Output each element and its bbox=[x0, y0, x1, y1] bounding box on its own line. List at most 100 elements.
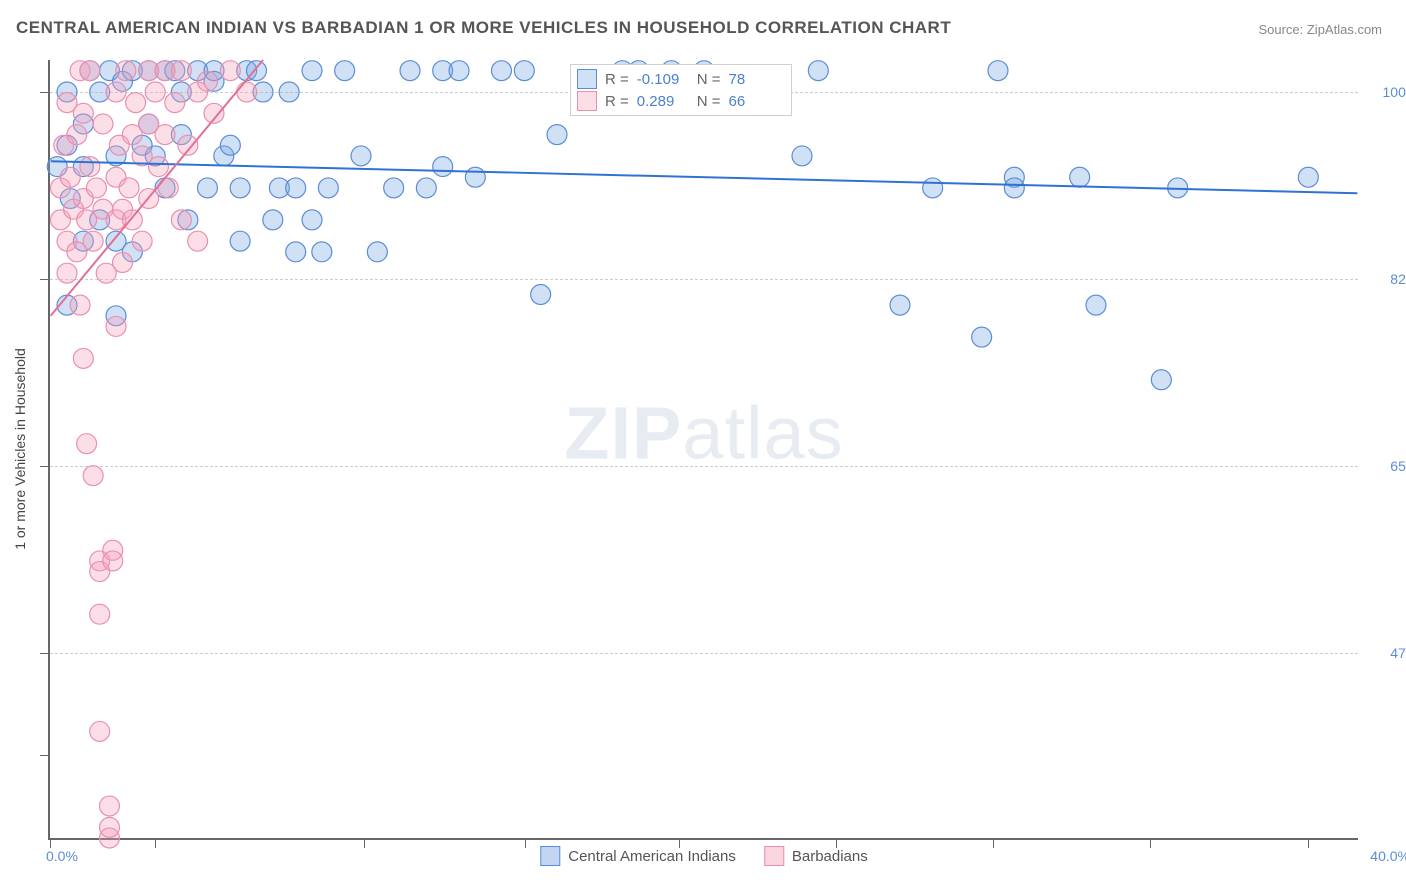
data-point-pink bbox=[116, 61, 136, 81]
data-point-pink bbox=[171, 61, 191, 81]
data-point-pink bbox=[83, 466, 103, 486]
data-point-blue bbox=[286, 178, 306, 198]
data-point-blue bbox=[449, 61, 469, 81]
stats-n-value: 66 bbox=[729, 93, 781, 110]
data-point-blue bbox=[263, 210, 283, 230]
x-tick-mark bbox=[836, 838, 837, 848]
stats-n-label: N = bbox=[697, 93, 721, 110]
stats-row-blue: R =-0.109N =78 bbox=[577, 69, 781, 89]
data-point-blue bbox=[384, 178, 404, 198]
data-point-blue bbox=[220, 135, 240, 155]
y-tick-mark bbox=[40, 466, 50, 467]
scatter-svg bbox=[50, 60, 1358, 838]
y-tick-mark bbox=[40, 755, 50, 756]
data-point-pink bbox=[155, 125, 175, 145]
data-point-pink bbox=[60, 167, 80, 187]
stats-swatch-pink bbox=[577, 91, 597, 111]
stats-n-label: N = bbox=[697, 71, 721, 88]
data-point-blue bbox=[465, 167, 485, 187]
data-point-pink bbox=[70, 295, 90, 315]
data-point-blue bbox=[792, 146, 812, 166]
data-point-pink bbox=[165, 93, 185, 113]
y-axis-title: 1 or more Vehicles in Household bbox=[12, 348, 28, 550]
legend-swatch bbox=[540, 846, 560, 866]
data-point-pink bbox=[158, 178, 178, 198]
data-point-pink bbox=[93, 114, 113, 134]
stats-r-label: R = bbox=[605, 93, 629, 110]
data-point-pink bbox=[77, 434, 97, 454]
data-point-pink bbox=[73, 348, 93, 368]
x-tick-mark bbox=[525, 838, 526, 848]
data-point-pink bbox=[100, 817, 120, 837]
stats-row-pink: R = 0.289 N = 66 bbox=[577, 91, 781, 111]
stats-r-value: 0.289 bbox=[637, 93, 689, 110]
legend: Central American Indians Barbadians bbox=[540, 846, 867, 866]
legend-item: Central American Indians bbox=[540, 846, 736, 866]
y-tick-label: 65.0% bbox=[1370, 458, 1406, 474]
data-point-blue bbox=[351, 146, 371, 166]
plot-container: ZIPatlas R =-0.109N =78R =0.289N =66 1 o… bbox=[48, 60, 1358, 840]
data-point-blue bbox=[1151, 370, 1171, 390]
stats-r-label: R = bbox=[605, 71, 629, 88]
data-point-blue bbox=[279, 82, 299, 102]
data-point-blue bbox=[335, 61, 355, 81]
data-point-pink bbox=[57, 263, 77, 283]
x-tick-mark bbox=[155, 838, 156, 848]
x-tick-mark bbox=[679, 838, 680, 848]
source-attribution: Source: ZipAtlas.com bbox=[1258, 22, 1382, 37]
data-point-blue bbox=[302, 210, 322, 230]
stats-box: R =-0.109N =78R =0.289N =66 bbox=[570, 64, 792, 116]
legend-item: Barbadians bbox=[764, 846, 868, 866]
data-point-pink bbox=[237, 82, 257, 102]
data-point-blue bbox=[890, 295, 910, 315]
data-point-blue bbox=[1298, 167, 1318, 187]
data-point-pink bbox=[145, 82, 165, 102]
legend-label: Central American Indians bbox=[568, 848, 736, 865]
data-point-blue bbox=[808, 61, 828, 81]
data-point-blue bbox=[198, 178, 218, 198]
data-point-pink bbox=[100, 796, 120, 816]
x-tick-mark bbox=[1150, 838, 1151, 848]
data-point-blue bbox=[416, 178, 436, 198]
data-point-blue bbox=[1070, 167, 1090, 187]
data-point-pink bbox=[103, 551, 123, 571]
data-point-pink bbox=[80, 61, 100, 81]
legend-label: Barbadians bbox=[792, 848, 868, 865]
data-point-pink bbox=[171, 210, 191, 230]
data-point-blue bbox=[531, 284, 551, 304]
y-tick-mark bbox=[40, 653, 50, 654]
data-point-pink bbox=[73, 103, 93, 123]
data-point-blue bbox=[367, 242, 387, 262]
data-point-pink bbox=[220, 61, 240, 81]
data-point-blue bbox=[230, 231, 250, 251]
x-tick-mark bbox=[364, 838, 365, 848]
data-point-blue bbox=[318, 178, 338, 198]
data-point-pink bbox=[132, 231, 152, 251]
y-tick-label: 47.5% bbox=[1370, 645, 1406, 661]
x-axis-min-label: 0.0% bbox=[46, 848, 78, 864]
data-point-blue bbox=[400, 61, 420, 81]
data-point-pink bbox=[67, 125, 87, 145]
data-point-pink bbox=[178, 135, 198, 155]
data-point-pink bbox=[86, 178, 106, 198]
x-axis-max-label: 40.0% bbox=[1370, 848, 1406, 864]
x-tick-mark bbox=[50, 838, 51, 848]
data-point-blue bbox=[302, 61, 322, 81]
data-point-pink bbox=[90, 604, 110, 624]
data-point-blue bbox=[988, 61, 1008, 81]
data-point-pink bbox=[83, 231, 103, 251]
data-point-pink bbox=[80, 157, 100, 177]
y-tick-label: 100.0% bbox=[1370, 84, 1406, 100]
data-point-pink bbox=[188, 231, 208, 251]
data-point-blue bbox=[286, 242, 306, 262]
data-point-pink bbox=[106, 316, 126, 336]
data-point-pink bbox=[149, 157, 169, 177]
stats-swatch-blue bbox=[577, 69, 597, 89]
x-tick-mark bbox=[1308, 838, 1309, 848]
x-tick-mark bbox=[993, 838, 994, 848]
data-point-blue bbox=[312, 242, 332, 262]
legend-swatch bbox=[764, 846, 784, 866]
data-point-blue bbox=[1086, 295, 1106, 315]
data-point-pink bbox=[113, 253, 133, 273]
chart-title: CENTRAL AMERICAN INDIAN VS BARBADIAN 1 O… bbox=[16, 18, 951, 38]
